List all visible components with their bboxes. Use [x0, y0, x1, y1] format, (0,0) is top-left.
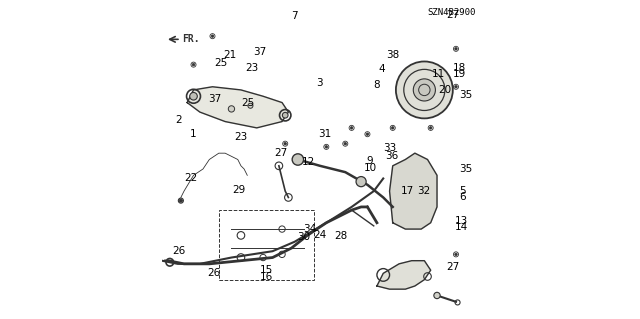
Circle shape — [325, 145, 328, 148]
Text: 27: 27 — [275, 148, 288, 158]
Text: 12: 12 — [302, 157, 316, 167]
Text: 21: 21 — [223, 49, 237, 60]
Text: 7: 7 — [291, 11, 298, 21]
Text: 2: 2 — [175, 115, 182, 125]
Text: 37: 37 — [209, 94, 221, 104]
Text: 3: 3 — [316, 78, 323, 88]
Text: 18: 18 — [452, 63, 466, 73]
Text: 38: 38 — [386, 50, 399, 60]
Circle shape — [366, 133, 369, 136]
Polygon shape — [377, 261, 431, 289]
Text: 13: 13 — [455, 216, 468, 226]
Text: SZN4B2900: SZN4B2900 — [428, 8, 476, 17]
Text: 5: 5 — [460, 186, 467, 196]
Text: 11: 11 — [432, 69, 445, 79]
Text: 33: 33 — [383, 144, 396, 153]
Text: 23: 23 — [234, 132, 247, 142]
Circle shape — [282, 112, 288, 118]
Circle shape — [413, 79, 435, 101]
Text: 31: 31 — [319, 129, 332, 139]
Circle shape — [284, 142, 287, 145]
Circle shape — [392, 127, 394, 129]
Text: 8: 8 — [374, 80, 380, 90]
Bar — [219, 210, 314, 280]
Circle shape — [189, 93, 197, 100]
Circle shape — [179, 199, 182, 202]
Text: 25: 25 — [241, 98, 255, 108]
Circle shape — [248, 103, 253, 108]
Text: 26: 26 — [207, 268, 221, 278]
Circle shape — [429, 127, 432, 129]
Text: 24: 24 — [314, 230, 326, 241]
Text: 20: 20 — [438, 85, 451, 95]
Circle shape — [454, 253, 457, 256]
Text: 34: 34 — [303, 224, 317, 234]
Text: 14: 14 — [455, 222, 468, 233]
Circle shape — [356, 177, 366, 187]
Circle shape — [434, 292, 440, 299]
Circle shape — [454, 48, 457, 50]
Text: 35: 35 — [459, 90, 472, 100]
Polygon shape — [390, 153, 437, 229]
Circle shape — [228, 106, 235, 112]
Polygon shape — [187, 87, 289, 128]
Text: 27: 27 — [446, 10, 460, 20]
Circle shape — [454, 85, 457, 88]
Circle shape — [292, 154, 303, 165]
Circle shape — [192, 63, 195, 66]
Text: 35: 35 — [459, 164, 472, 174]
Circle shape — [350, 127, 353, 129]
Circle shape — [396, 62, 453, 118]
Text: 6: 6 — [460, 192, 467, 203]
Text: 37: 37 — [253, 47, 266, 57]
Text: 25: 25 — [214, 58, 227, 68]
Text: 10: 10 — [364, 163, 376, 173]
Text: 16: 16 — [260, 271, 273, 281]
Text: 27: 27 — [446, 262, 460, 272]
Circle shape — [211, 35, 214, 37]
Text: 26: 26 — [172, 246, 185, 256]
Text: 28: 28 — [335, 231, 348, 241]
Text: 1: 1 — [190, 129, 197, 139]
Text: 30: 30 — [297, 232, 310, 242]
Circle shape — [344, 142, 347, 145]
Text: 23: 23 — [245, 63, 259, 73]
Text: 15: 15 — [260, 264, 273, 275]
Text: 17: 17 — [401, 186, 413, 196]
Text: 9: 9 — [367, 156, 373, 166]
Text: FR.: FR. — [182, 34, 200, 44]
Text: 36: 36 — [385, 151, 398, 161]
Text: 29: 29 — [232, 185, 245, 196]
Text: 19: 19 — [452, 69, 466, 79]
Text: 22: 22 — [184, 174, 198, 183]
Text: 32: 32 — [417, 186, 430, 196]
Text: 4: 4 — [378, 64, 385, 74]
